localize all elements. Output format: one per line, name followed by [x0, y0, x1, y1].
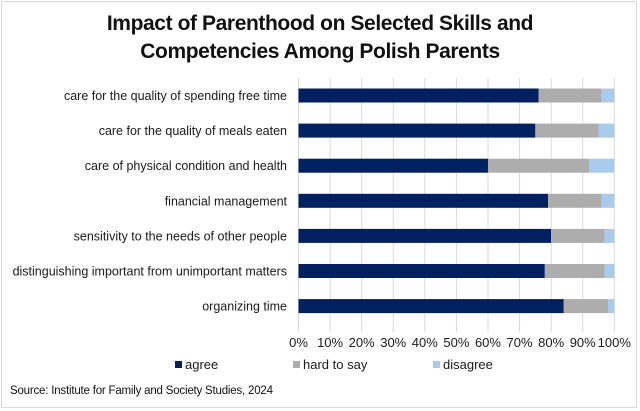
bar-agree: [298, 158, 488, 173]
bar-hard-to-say: [563, 299, 608, 314]
bar-disagree: [604, 264, 615, 278]
x-tick-labels: 0% 10% 20% 30% 40% 50% 60% 70% 80% 90% 100%: [289, 335, 631, 350]
chart-title: Impact of Parenthood on Selected Skills …: [0, 10, 640, 66]
x-tick-label: 60%: [475, 335, 501, 350]
bar-hard-to-say: [538, 88, 602, 103]
x-tick-label: 80%: [538, 335, 564, 350]
bar-agree: [298, 299, 564, 314]
bar-disagree: [601, 193, 615, 208]
legend-label-disagree: disagree: [443, 357, 493, 372]
legend-item-disagree: disagree: [433, 357, 493, 372]
bar-hard-to-say: [547, 193, 602, 208]
bar-disagree: [604, 228, 615, 243]
x-tick-label: 40%: [412, 335, 438, 350]
category-label: care for the quality of meals eaten: [99, 124, 287, 138]
x-tick-label: 100%: [598, 335, 632, 350]
legend-item-agree: agree: [175, 357, 218, 372]
category-labels: care for the quality of spending free ti…: [13, 89, 288, 314]
x-tick-label: 20%: [349, 335, 375, 350]
bar-disagree: [601, 88, 615, 103]
bar-hard-to-say: [544, 264, 605, 278]
source-note: Source: Institute for Family and Society…: [10, 385, 273, 397]
chart-title-line-2: Competencies Among Polish Parents: [140, 40, 500, 63]
bar-disagree: [598, 123, 615, 138]
bar-agree: [298, 264, 545, 278]
category-label: care of physical condition and health: [85, 159, 287, 173]
x-tick-label: 30%: [380, 335, 406, 350]
category-label: distinguishing important from unimportan…: [13, 265, 287, 279]
bar-hard-to-say: [551, 228, 605, 243]
bar-agree: [298, 193, 548, 208]
bar-disagree: [589, 158, 615, 173]
legend: agree hard to say disagree: [0, 357, 640, 375]
legend-label-agree: agree: [185, 357, 219, 372]
category-label: financial management: [165, 194, 288, 208]
legend-item-hard-to-say: hard to say: [293, 357, 367, 372]
legend-swatch-disagree: [433, 361, 440, 368]
legend-swatch-agree: [175, 361, 182, 368]
legend-label-hard-to-say: hard to say: [303, 357, 368, 372]
bar-agree: [298, 88, 539, 103]
x-tick-label: 0%: [289, 335, 308, 350]
category-label: organizing time: [202, 300, 287, 314]
category-label: care for the quality of spending free ti…: [64, 89, 287, 103]
bar-agree: [298, 123, 536, 138]
legend-swatch-hard-to-say: [293, 361, 300, 368]
bar-disagree: [607, 299, 615, 314]
bar-agree: [298, 228, 552, 243]
x-tick-label: 50%: [443, 335, 469, 350]
x-tick-label: 10%: [317, 335, 343, 350]
bar-hard-to-say: [535, 123, 599, 138]
category-label: sensitivity to the needs of other people: [74, 229, 287, 243]
x-tick-label: 70%: [507, 335, 533, 350]
bars: [298, 88, 615, 314]
chart-title-line-1: Impact of Parenthood on Selected Skills …: [106, 12, 534, 35]
bar-hard-to-say: [487, 158, 590, 173]
x-tick-label: 90%: [570, 335, 596, 350]
